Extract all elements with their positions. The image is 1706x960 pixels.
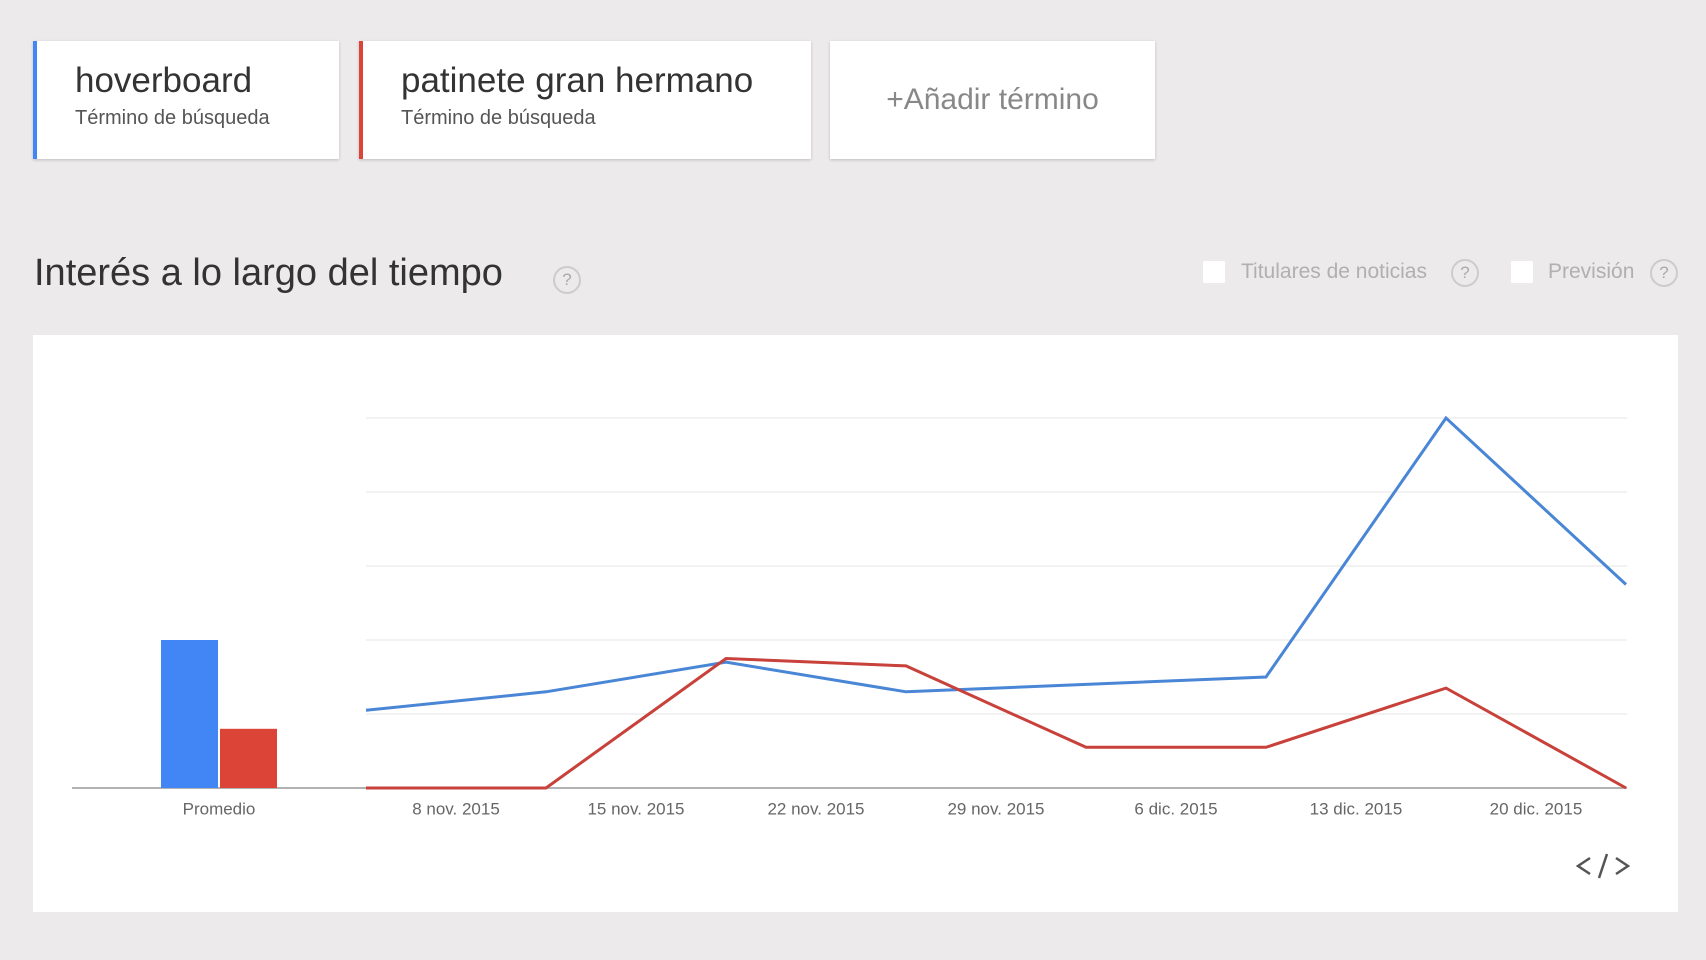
option-label: Titulares de noticias bbox=[1241, 260, 1427, 283]
embed-icon[interactable] bbox=[1575, 853, 1631, 879]
checkbox[interactable] bbox=[1511, 261, 1533, 283]
average-bar bbox=[161, 640, 218, 788]
x-tick-label: 29 nov. 2015 bbox=[947, 799, 1044, 818]
term-kind: Término de búsqueda bbox=[401, 107, 596, 129]
x-tick-label: 20 dic. 2015 bbox=[1490, 799, 1583, 818]
help-icon[interactable]: ? bbox=[1650, 259, 1678, 287]
add-term[interactable]: +Añadir término bbox=[830, 41, 1155, 159]
option-label: Previsión bbox=[1548, 260, 1635, 283]
series-line bbox=[366, 656, 1627, 790]
help-icon[interactable]: ? bbox=[1451, 259, 1479, 287]
average-bar bbox=[220, 728, 277, 788]
x-tick-label: 22 nov. 2015 bbox=[767, 799, 864, 818]
term-card[interactable]: hoverboard Término de búsqueda bbox=[33, 41, 339, 159]
checkbox[interactable] bbox=[1203, 261, 1225, 283]
chart: Promedio 8 nov. 2015 15 nov. 2015 22 nov. 2… bbox=[72, 415, 1631, 879]
chart-panel: Promedio 8 nov. 2015 15 nov. 2015 22 nov. 2… bbox=[33, 335, 1678, 912]
term-card[interactable]: patinete gran hermano Término de búsqued… bbox=[359, 41, 811, 159]
average-label: Promedio bbox=[183, 799, 256, 818]
term-kind: Término de búsqueda bbox=[75, 107, 270, 129]
term-name: patinete gran hermano bbox=[401, 61, 754, 100]
series-line bbox=[365, 415, 1628, 712]
x-tick-label: 15 nov. 2015 bbox=[587, 799, 684, 818]
help-icon[interactable]: ? bbox=[553, 266, 581, 294]
x-tick-label: 8 nov. 2015 bbox=[412, 799, 500, 818]
x-tick-label: 6 dic. 2015 bbox=[1134, 799, 1217, 818]
section-title: Interés a lo largo del tiempo bbox=[34, 252, 503, 294]
x-tick-label: 13 dic. 2015 bbox=[1310, 799, 1403, 818]
term-name: hoverboard bbox=[75, 61, 253, 100]
